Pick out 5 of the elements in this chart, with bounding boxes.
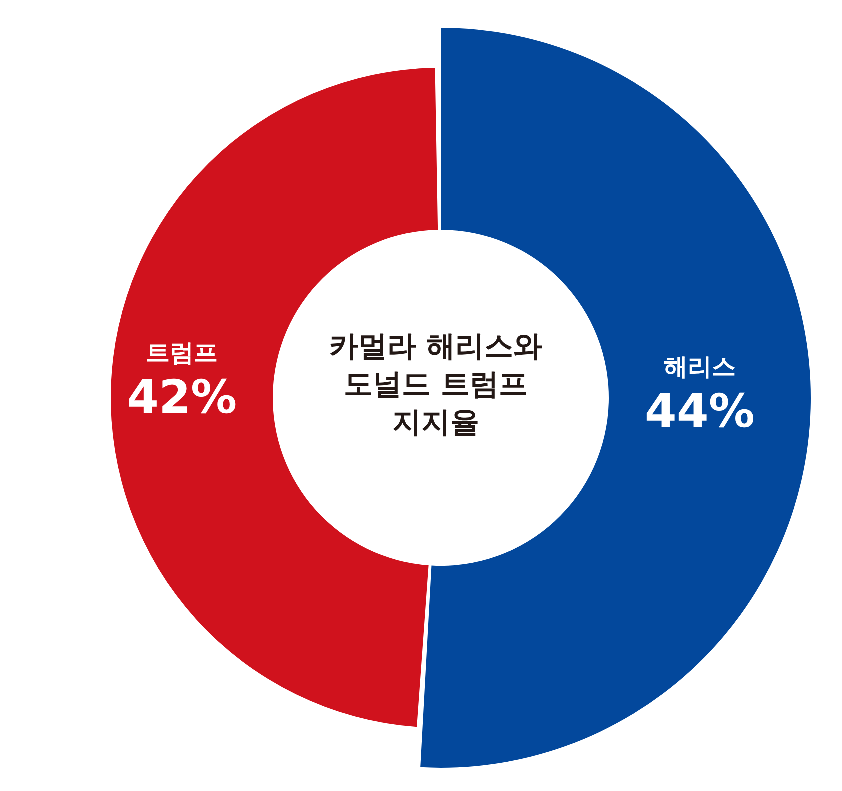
slice-label: 트럼프: [146, 338, 218, 367]
text: 카멀라 해리스와 도널드 트럼프 지지율: [329, 329, 543, 439]
data-label: 44%: [644, 384, 755, 438]
slice-label: 해리스: [664, 353, 736, 382]
data-label: 42%: [127, 370, 238, 424]
